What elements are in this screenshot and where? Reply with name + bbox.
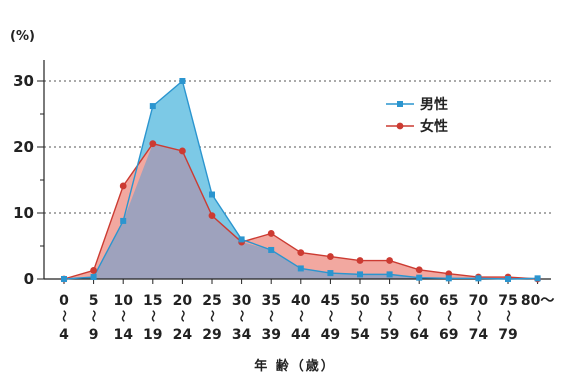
x-tick-labels: 0〜45〜910〜1415〜1920〜2425〜2930〜3435〜3940〜4… [57, 293, 554, 343]
marker-male [90, 274, 97, 281]
x-tick-label-end: 29 [202, 327, 221, 343]
y-tick-label: 20 [13, 138, 34, 156]
x-tick-label-start: 65 [439, 293, 458, 309]
x-tick-range-tilde: 〜 [116, 310, 130, 322]
x-tick-label-start: 20 [173, 293, 193, 309]
x-tick-range-tilde: 〜 [57, 310, 71, 322]
x-tick-range-tilde: 〜 [235, 310, 249, 322]
y-tick-labels: 0 10 20 30 [13, 72, 34, 288]
marker-male [149, 103, 156, 110]
marker-male [534, 275, 541, 282]
marker-male [120, 217, 127, 224]
x-tick-label-end: 34 [232, 327, 252, 343]
x-tick-label-start: 10 [113, 293, 133, 309]
x-tick-label-start: 55 [380, 293, 399, 309]
x-tick-label-start: 50 [350, 293, 370, 309]
x-axis-label: 年 齢（歳） [254, 358, 336, 374]
marker-male [61, 276, 67, 282]
x-tick-label-start: 80〜 [521, 293, 554, 309]
x-tick-label-start: 0 [59, 293, 69, 309]
marker-male [416, 274, 423, 281]
marker-female [327, 253, 334, 260]
x-tick-label-start: 70 [469, 293, 489, 309]
x-tick-range-tilde: 〜 [175, 310, 189, 322]
marker-female [415, 266, 423, 274]
series-areas [64, 81, 538, 279]
x-tick-label-start: 40 [291, 293, 311, 309]
x-tick-range-tilde: 〜 [264, 310, 278, 322]
legend-label-male: 男性 [420, 96, 448, 113]
x-tick-range-tilde: 〜 [323, 310, 337, 322]
series-markers [60, 78, 541, 283]
x-tick-label-end: 19 [143, 327, 162, 343]
legend-marker-female [396, 122, 404, 130]
marker-female [386, 257, 393, 264]
marker-female [356, 257, 364, 264]
x-tick-range-tilde: 〜 [294, 310, 308, 322]
x-tick-label-start: 35 [261, 293, 280, 309]
marker-female [297, 249, 305, 256]
x-tick-range-tilde: 〜 [471, 310, 485, 322]
x-tick-range-tilde: 〜 [353, 310, 367, 322]
x-tick-label-end: 4 [59, 327, 69, 343]
x-tick-label-end: 59 [380, 327, 399, 343]
x-tick-range-tilde: 〜 [146, 310, 160, 322]
marker-male [357, 271, 363, 278]
marker-female [208, 212, 216, 220]
x-tick-label-end: 74 [469, 327, 489, 343]
x-tick-range-tilde: 〜 [205, 310, 219, 322]
x-tick-label-start: 15 [143, 293, 162, 309]
x-tick-range-tilde: 〜 [412, 310, 426, 322]
y-tick-label: 0 [24, 270, 34, 288]
x-tick-label-start: 45 [321, 293, 340, 309]
x-tick-range-tilde: 〜 [442, 310, 456, 322]
x-tick-range-tilde: 〜 [87, 310, 101, 322]
x-tick-label-start: 60 [409, 293, 429, 309]
area-overlap [64, 143, 538, 279]
x-tick-label-end: 44 [291, 327, 311, 343]
x-tick-label-end: 24 [173, 327, 193, 343]
y-tick-label: 10 [13, 204, 34, 222]
y-axis-unit-label: (%) [10, 29, 35, 44]
marker-male [475, 275, 482, 282]
legend-marker-male [397, 101, 403, 107]
x-tick-label-start: 5 [89, 293, 99, 309]
marker-male [297, 265, 304, 272]
marker-male [386, 271, 393, 278]
marker-male [445, 275, 452, 282]
marker-male [209, 191, 215, 198]
marker-male [327, 270, 334, 277]
x-tick-range-tilde: 〜 [501, 310, 515, 322]
x-tick-label-end: 49 [321, 327, 340, 343]
x-tick-label-end: 14 [113, 327, 133, 343]
y-tick-label: 30 [13, 72, 34, 90]
marker-male [268, 246, 275, 253]
marker-female [149, 140, 157, 148]
x-tick-label-end: 39 [261, 327, 280, 343]
marker-female [90, 267, 97, 274]
marker-female [119, 182, 127, 190]
x-tick-label-end: 64 [409, 327, 429, 343]
marker-male [238, 236, 245, 243]
marker-male [505, 276, 511, 282]
x-tick-label-end: 9 [89, 327, 99, 343]
x-tick-label-end: 69 [439, 327, 458, 343]
x-tick-label-start: 25 [202, 293, 221, 309]
marker-female [267, 230, 275, 237]
x-tick-label-end: 54 [350, 327, 370, 343]
x-tick-label-start: 30 [232, 293, 252, 309]
x-tick-range-tilde: 〜 [383, 310, 397, 322]
legend-label-female: 女性 [420, 118, 448, 135]
marker-male [179, 78, 186, 84]
marker-female [179, 147, 186, 155]
x-tick-label-start: 75 [498, 293, 517, 309]
x-tick-label-end: 79 [498, 327, 517, 343]
